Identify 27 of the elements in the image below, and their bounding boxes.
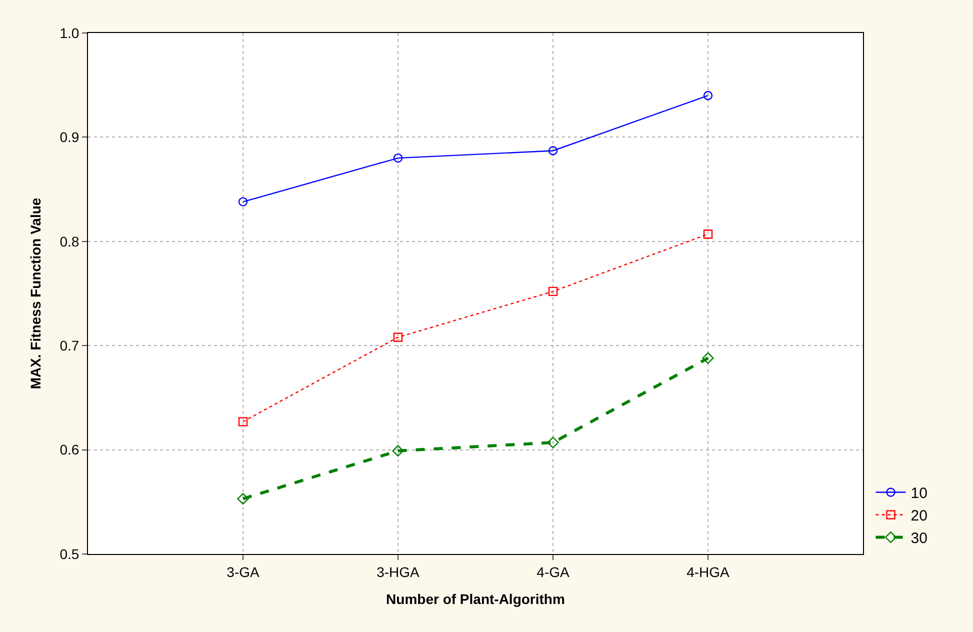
y-tick-label: 0.9	[60, 129, 80, 146]
point	[702, 352, 714, 364]
y-tick-label: 0.5	[60, 546, 80, 562]
point	[238, 417, 248, 426]
point	[548, 286, 558, 296]
y-tick-label: 0.8	[60, 233, 80, 250]
y-tick-label: 0.7	[60, 338, 80, 354]
x-tick-label: 3-HGA	[376, 564, 420, 580]
legend-label: 30	[910, 530, 928, 548]
point	[703, 230, 713, 239]
y-axis-title: MAX. Fitness Function Value	[27, 198, 44, 390]
point	[237, 492, 249, 505]
y-tick-label: 1.0	[60, 24, 80, 41]
x-tick-label: 3-GA	[226, 564, 260, 580]
x-tick-label: 4-GA	[536, 564, 570, 580]
point	[547, 436, 559, 448]
legend-label: 10	[910, 485, 928, 502]
x-tick-label: 4-HGA	[686, 564, 730, 580]
point	[393, 153, 403, 163]
y-tick-label: 0.6	[60, 442, 80, 458]
point	[703, 90, 713, 100]
point	[238, 197, 248, 206]
point	[392, 445, 404, 457]
point	[393, 332, 403, 342]
legend-label: 20	[910, 508, 928, 525]
point	[548, 146, 558, 156]
x-axis-title: Number of Plant-Algorithm	[386, 591, 565, 608]
